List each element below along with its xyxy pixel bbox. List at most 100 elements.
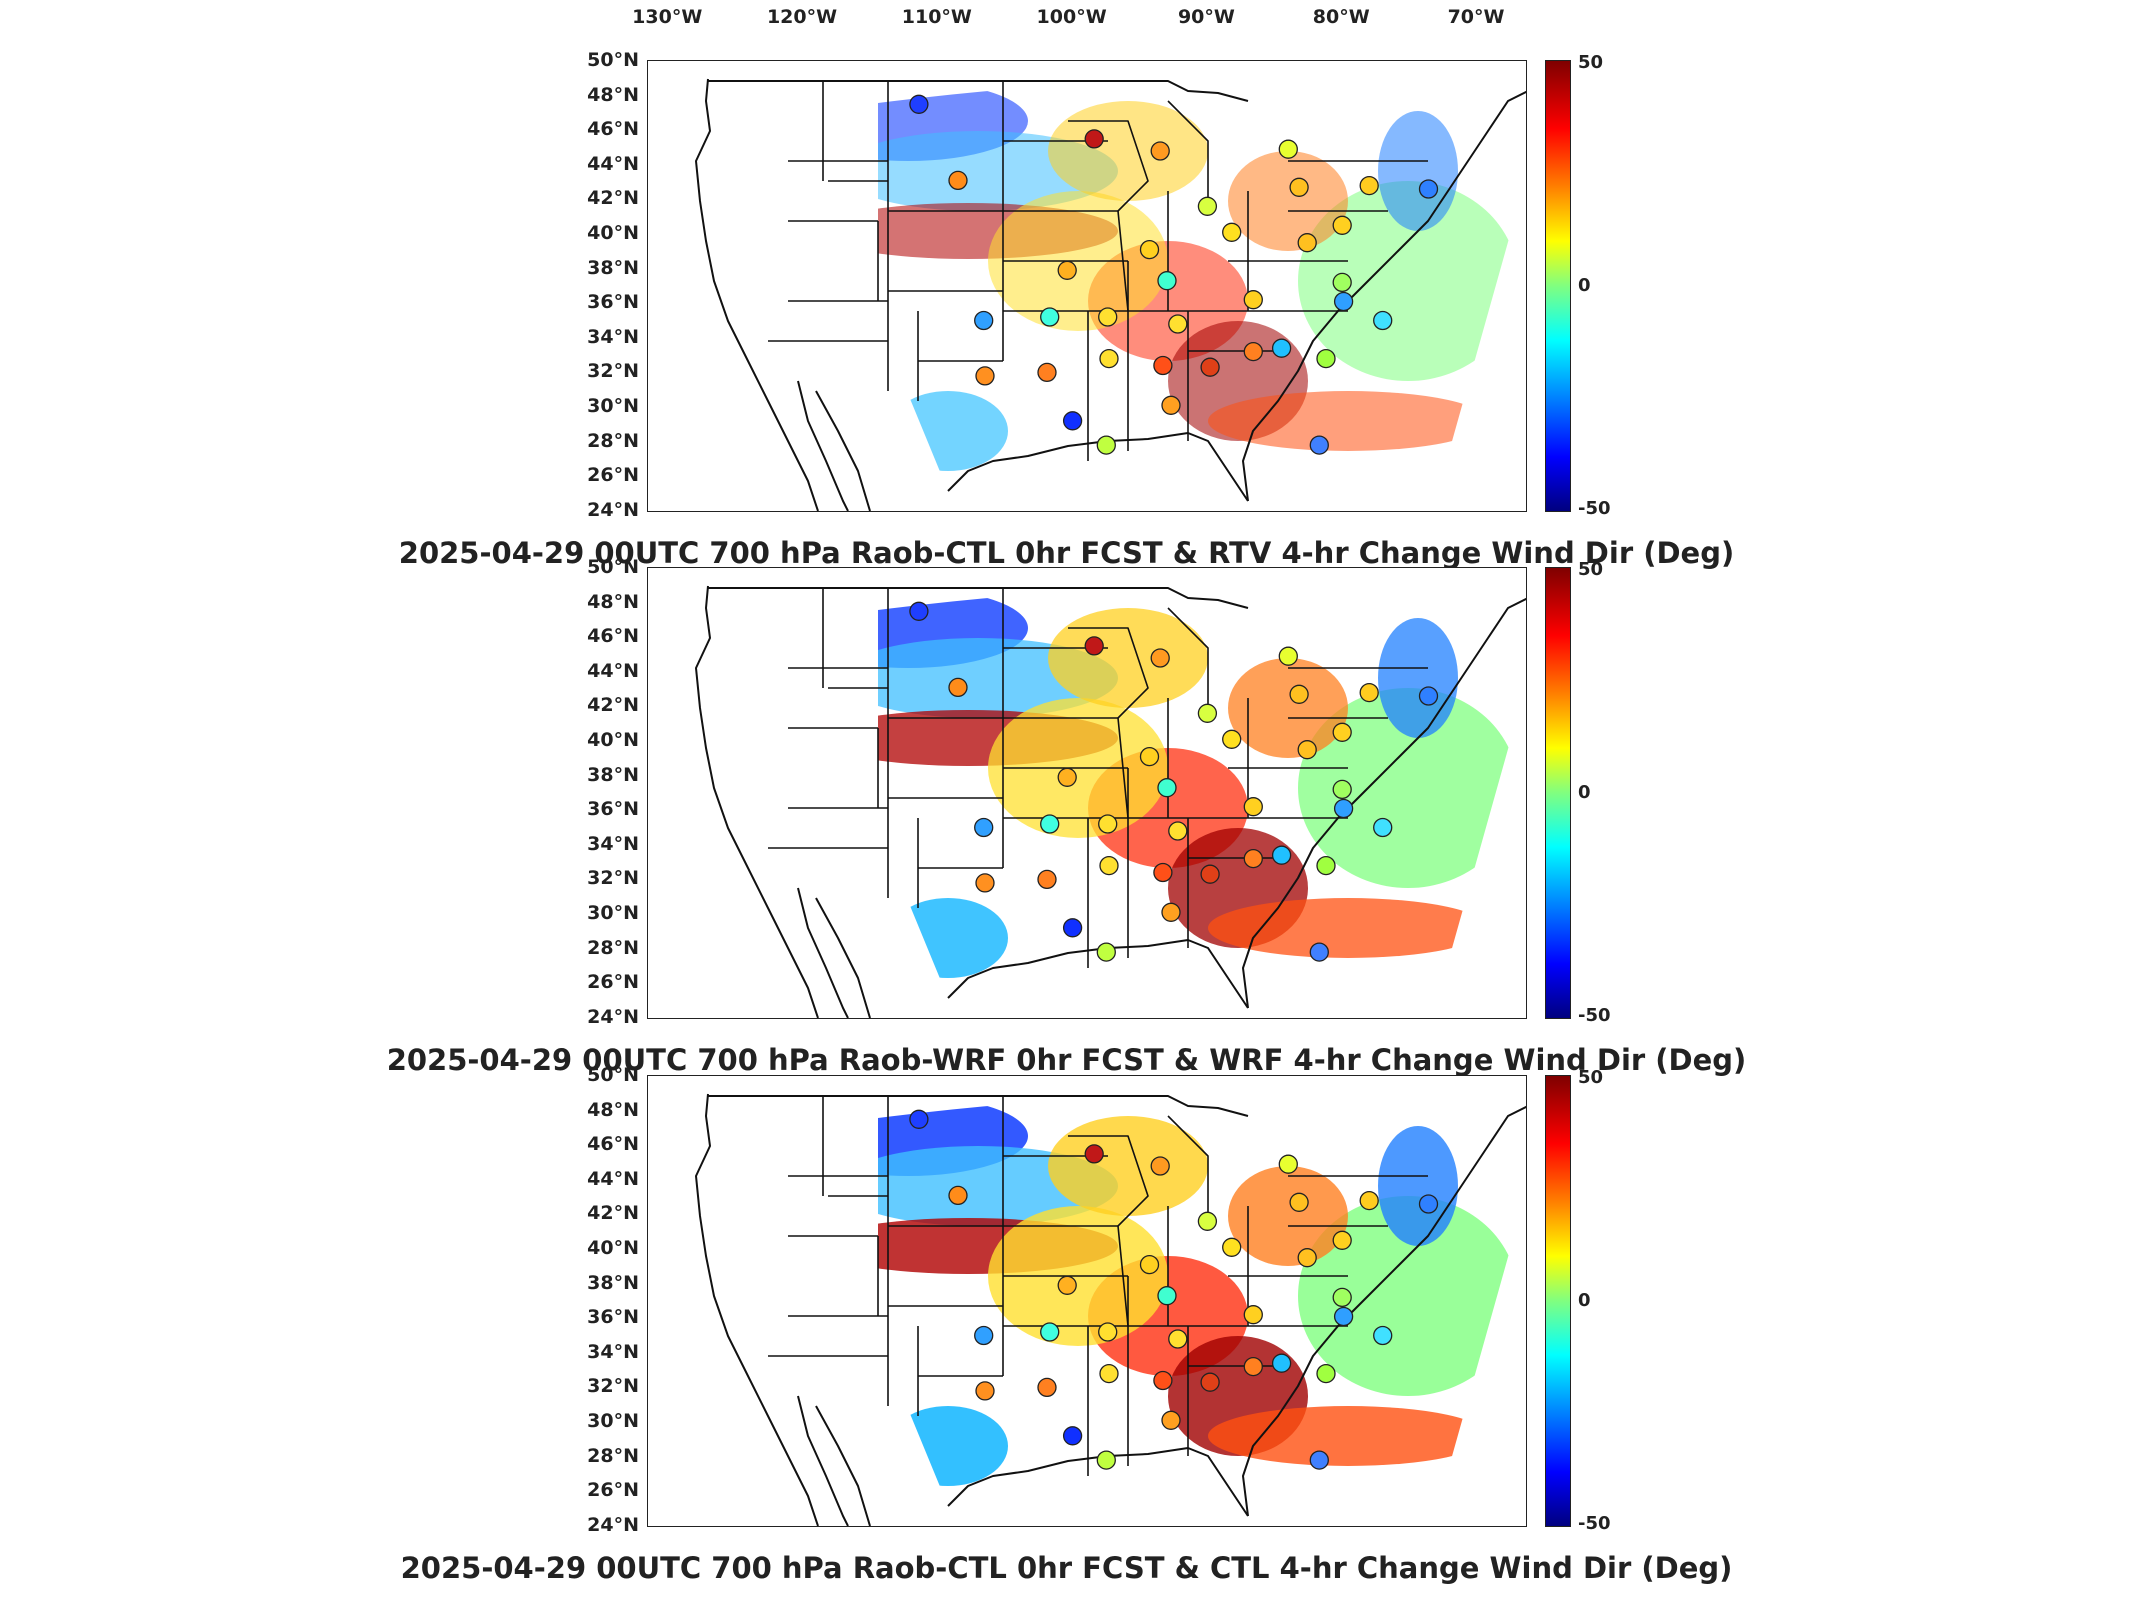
lat-tick-label: 38°N (587, 256, 639, 279)
raob-station-marker (1197, 196, 1218, 216)
raob-station-marker (1332, 779, 1352, 800)
colorbar (1545, 567, 1571, 1019)
raob-station-marker (1316, 855, 1336, 876)
longitude-axis: 130°W 120°W 110°W 100°W 90°W 80°W 70°W (0, 0, 2133, 50)
raob-station-marker (1040, 1322, 1060, 1342)
raob-station-marker (1243, 797, 1263, 817)
raob-station-marker (1271, 845, 1292, 865)
raob-station-marker (1297, 740, 1317, 760)
colorbar-mid-label: 0 (1578, 275, 1591, 296)
colorbar-min-label: -50 (1578, 498, 1611, 519)
raob-station-marker (1200, 864, 1220, 884)
raob-station-marker (1098, 307, 1118, 327)
panel-title: 2025-04-29 00UTC 700 hPa Raob-WRF 0hr FC… (386, 1043, 1747, 1077)
lat-tick-label: 30°N (587, 1410, 639, 1432)
colorbar (1545, 60, 1571, 512)
lat-tick-label: 38°N (587, 763, 639, 786)
raob-station-marker (1333, 291, 1354, 312)
raob-station-marker (1099, 348, 1119, 369)
lat-tick-label: 38°N (587, 1271, 639, 1294)
colorbar (1545, 1075, 1571, 1527)
lat-tick-label: 24°N (587, 498, 639, 521)
raob-station-marker (1057, 260, 1077, 280)
raob-station-marker (1161, 902, 1181, 922)
lat-tick-label: 26°N (587, 1479, 639, 1502)
lat-tick-label: 42°N (587, 187, 639, 210)
lat-tick-label: 50°N (587, 556, 639, 578)
map-panel-2: 50°N 48°N 46°N 44°N 42°N 40°N 38°N 36°N 34°N 32°N… (0, 556, 2133, 1077)
raob-station-marker (1359, 682, 1379, 703)
raob-station-marker (909, 601, 929, 621)
raob-station-marker (1153, 1370, 1173, 1391)
state-boundaries (695, 585, 1526, 1018)
raob-station-marker (1153, 862, 1173, 883)
raob-station-marker (1200, 357, 1220, 377)
raob-station-marker (1289, 177, 1309, 197)
lon-tick-label: 90°W (1177, 6, 1235, 28)
lat-tick-label: 26°N (587, 464, 639, 487)
raob-station-marker (948, 677, 968, 698)
lat-tick-label: 40°N (587, 1237, 639, 1259)
raob-station-marker (1037, 1377, 1057, 1398)
raob-station-marker (1332, 1287, 1352, 1308)
raob-station-marker (1373, 817, 1393, 838)
lat-tick-label: 28°N (587, 1444, 639, 1467)
lon-tick-label: 130°W (632, 6, 703, 28)
raob-station-marker (1333, 798, 1354, 819)
raob-station-marker (1057, 767, 1077, 787)
raob-station-marker (1271, 338, 1292, 358)
lat-tick-label: 42°N (587, 694, 639, 717)
raob-station-marker (1297, 1248, 1317, 1268)
lon-tick-label: 100°W (1036, 6, 1107, 28)
state-boundaries (695, 78, 1526, 511)
raob-station-marker (1418, 179, 1439, 199)
map-panel-3: 50°N 48°N 46°N 44°N 42°N 40°N 38°N 36°N 34°N 32°N… (0, 1064, 2133, 1585)
lat-tick-label: 36°N (587, 798, 639, 821)
raob-station-marker (1418, 686, 1439, 706)
raob-station-marker (1096, 1450, 1116, 1470)
raob-station-marker (1099, 855, 1119, 876)
lat-tick-label: 32°N (587, 1375, 639, 1398)
raob-station-marker (1084, 129, 1104, 149)
lat-tick-label: 46°N (587, 625, 639, 648)
colorbar-max-label: 50 (1578, 1067, 1604, 1088)
lat-tick-label: 36°N (587, 291, 639, 314)
raob-station-marker (1333, 1306, 1354, 1327)
lat-tick-label: 28°N (587, 429, 639, 452)
lat-tick-label: 50°N (587, 49, 639, 71)
map-frame (647, 1075, 1527, 1527)
lat-tick-label: 48°N (587, 83, 639, 106)
raob-station-marker (909, 1109, 929, 1129)
raob-stations (909, 94, 1439, 455)
lat-tick-label: 28°N (587, 936, 639, 959)
raob-station-marker (1161, 395, 1181, 415)
lon-tick-label: 70°W (1447, 6, 1505, 28)
raob-station-marker (975, 366, 995, 386)
raob-station-marker (1243, 1356, 1263, 1377)
raob-station-marker (1243, 290, 1263, 310)
raob-station-marker (1139, 239, 1160, 260)
raob-station-marker (1150, 648, 1170, 668)
raob-station-marker (1168, 1329, 1188, 1349)
raob-station-marker (1153, 355, 1173, 376)
raob-station-marker (1316, 348, 1336, 369)
raob-station-marker (974, 310, 994, 331)
map-panel-1: 50°N 48°N 46°N 44°N 42°N 40°N 38°N 36°N 34°N 32°N… (0, 49, 2133, 570)
colorbar-mid-label: 0 (1578, 1290, 1591, 1311)
raob-station-marker (1309, 942, 1329, 962)
lat-tick-label: 48°N (587, 1098, 639, 1121)
raob-station-marker (1197, 703, 1218, 723)
raob-stations (909, 1109, 1439, 1470)
raob-station-marker (1197, 1211, 1218, 1231)
raob-station-marker (1150, 141, 1170, 161)
raob-station-marker (975, 873, 995, 893)
raob-station-marker (975, 1381, 995, 1401)
map-frame (647, 567, 1527, 1019)
raob-station-marker (1157, 1286, 1177, 1306)
raob-station-marker (1222, 729, 1242, 749)
lon-tick-label: 110°W (901, 6, 972, 28)
raob-station-marker (1243, 848, 1263, 869)
lat-tick-label: 44°N (587, 1167, 639, 1190)
lat-tick-label: 34°N (587, 325, 639, 348)
raob-station-marker (1062, 411, 1083, 431)
